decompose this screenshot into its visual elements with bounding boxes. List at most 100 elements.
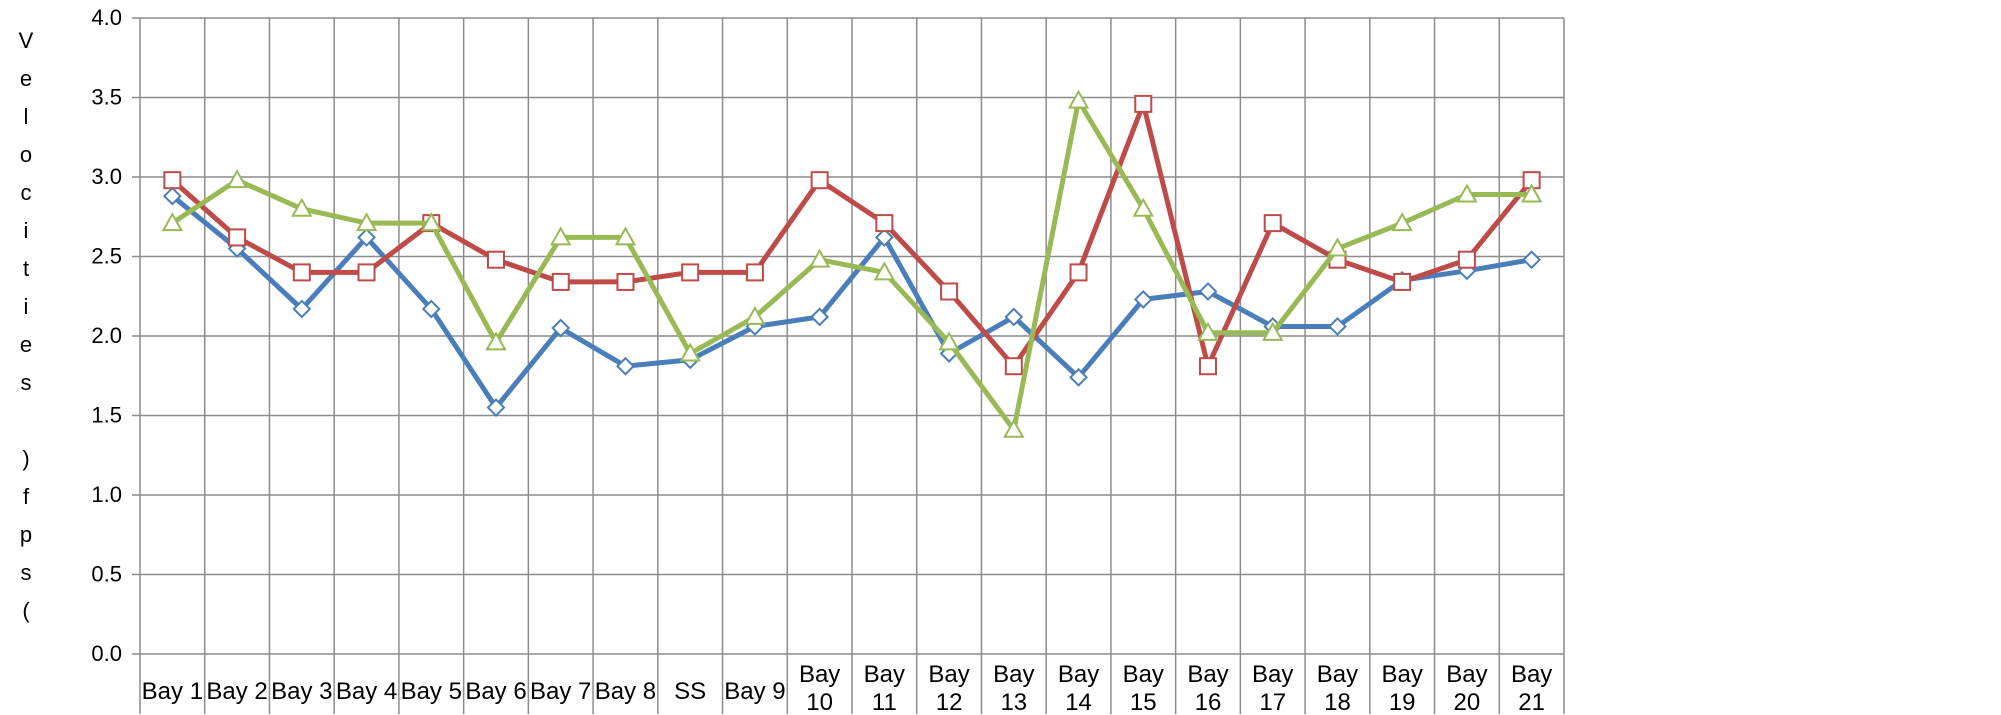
x-tick-label: Bay 17 bbox=[1252, 661, 1293, 715]
data-point bbox=[744, 305, 766, 325]
data-point bbox=[679, 342, 701, 362]
data-point bbox=[551, 272, 570, 291]
data-point bbox=[163, 171, 182, 190]
data-point bbox=[616, 356, 635, 376]
data-point bbox=[1520, 183, 1543, 203]
x-axis-ticks: Bay 1 Bay 2 Bay 3 Bay 4 Bay 5 Bay 6 Bay 7 Bay 8… bbox=[142, 661, 1553, 715]
data-point bbox=[162, 186, 182, 206]
data-point bbox=[1326, 237, 1349, 257]
data-point bbox=[1197, 321, 1219, 341]
x-tick-label: Bay 13 bbox=[993, 661, 1034, 715]
data-point bbox=[421, 299, 441, 319]
y-tick-label: 3.0 bbox=[91, 164, 122, 189]
x-tick-label: Bay 19 bbox=[1382, 661, 1423, 715]
y-axis-label-char: s bbox=[21, 370, 32, 395]
y-axis-label-char: o bbox=[20, 142, 32, 167]
y-tick-label: 4.0 bbox=[91, 5, 122, 30]
series-2 bbox=[163, 94, 1541, 376]
x-tick-label: Bay 14 bbox=[1058, 661, 1099, 715]
data-point bbox=[1328, 317, 1347, 336]
y-axis-label-char: e bbox=[20, 332, 32, 357]
data-point bbox=[1262, 321, 1284, 341]
x-tick-label: Bay 4 bbox=[336, 678, 397, 705]
data-point bbox=[1522, 250, 1542, 270]
x-tick-label: Bay 1 bbox=[142, 678, 203, 705]
y-axis-label-char: i bbox=[24, 218, 29, 243]
data-point bbox=[226, 169, 248, 189]
y-axis-label-char: p bbox=[20, 522, 32, 547]
data-point bbox=[681, 263, 700, 282]
data-point bbox=[357, 228, 376, 247]
data-point bbox=[485, 331, 507, 351]
data-point bbox=[355, 212, 378, 232]
y-axis-label-char: f bbox=[23, 484, 30, 509]
data-point bbox=[551, 318, 571, 338]
data-point bbox=[487, 250, 505, 269]
y-tick-label: 2.5 bbox=[91, 244, 122, 269]
data-point bbox=[1263, 214, 1282, 233]
data-point bbox=[940, 282, 959, 301]
data-point bbox=[161, 212, 184, 232]
x-tick-label: Bay 21 bbox=[1511, 661, 1552, 715]
data-point bbox=[1457, 250, 1476, 269]
data-point bbox=[1134, 94, 1153, 113]
y-axis-label-char: l bbox=[24, 104, 29, 129]
data-point bbox=[1004, 307, 1024, 327]
x-tick-label: Bay 6 bbox=[465, 678, 526, 705]
y-axis-ticks: 0.0 0.5 1.0 1.5 2.0 2.5 3.0 3.5 4.0 bbox=[91, 5, 122, 666]
data-point bbox=[745, 263, 764, 282]
data-point bbox=[1456, 183, 1478, 203]
data-point bbox=[486, 398, 506, 417]
data-point bbox=[1067, 89, 1090, 109]
data-point bbox=[1003, 418, 1025, 438]
y-axis-label-char: s bbox=[21, 560, 32, 585]
x-tick-label: Bay 15 bbox=[1123, 661, 1164, 715]
data-point bbox=[810, 171, 829, 190]
series-layer bbox=[161, 89, 1543, 438]
data-point bbox=[808, 248, 831, 268]
data-point bbox=[875, 214, 894, 233]
x-tick-label: Bay 5 bbox=[401, 678, 462, 705]
y-axis-label-char: t bbox=[23, 256, 29, 281]
data-point bbox=[614, 226, 637, 246]
data-point bbox=[291, 197, 313, 217]
y-axis-label-char: V bbox=[19, 28, 34, 53]
data-point bbox=[874, 228, 894, 247]
data-point bbox=[873, 261, 896, 281]
grid-layer bbox=[132, 17, 1565, 714]
data-point bbox=[1198, 282, 1218, 301]
x-tick-label: Bay 20 bbox=[1446, 661, 1487, 715]
y-tick-label: 1.0 bbox=[91, 482, 122, 507]
data-point bbox=[616, 272, 635, 291]
x-tick-label: Bay 10 bbox=[799, 661, 840, 715]
y-axis-label-char: c bbox=[21, 180, 32, 205]
y-tick-label: 3.5 bbox=[91, 85, 122, 110]
data-point bbox=[1004, 357, 1023, 376]
x-tick-label: Bay 3 bbox=[271, 678, 332, 705]
data-point bbox=[1069, 367, 1088, 387]
y-tick-label: 0.5 bbox=[91, 562, 122, 587]
x-tick-label: Bay 18 bbox=[1317, 661, 1358, 715]
x-tick-label: Bay 7 bbox=[530, 678, 591, 705]
data-point bbox=[550, 226, 572, 246]
x-tick-label: Bay 16 bbox=[1187, 661, 1228, 715]
data-point bbox=[1199, 357, 1217, 376]
series-line bbox=[170, 101, 1534, 369]
data-point bbox=[292, 299, 312, 319]
data-point bbox=[1393, 272, 1412, 291]
data-point bbox=[357, 263, 376, 282]
y-axis-label-char: ) bbox=[22, 446, 29, 471]
y-axis-label-char: ( bbox=[22, 598, 30, 623]
x-tick-label: Bay 11 bbox=[864, 661, 905, 715]
series-line bbox=[170, 194, 1533, 410]
data-point bbox=[228, 228, 247, 247]
data-point bbox=[1133, 290, 1153, 309]
data-point bbox=[810, 307, 830, 327]
x-tick-label: Bay 9 bbox=[724, 678, 785, 705]
x-tick-label: Bay 2 bbox=[206, 678, 267, 705]
x-tick-label: Bay 12 bbox=[928, 661, 969, 715]
data-point bbox=[420, 212, 442, 232]
